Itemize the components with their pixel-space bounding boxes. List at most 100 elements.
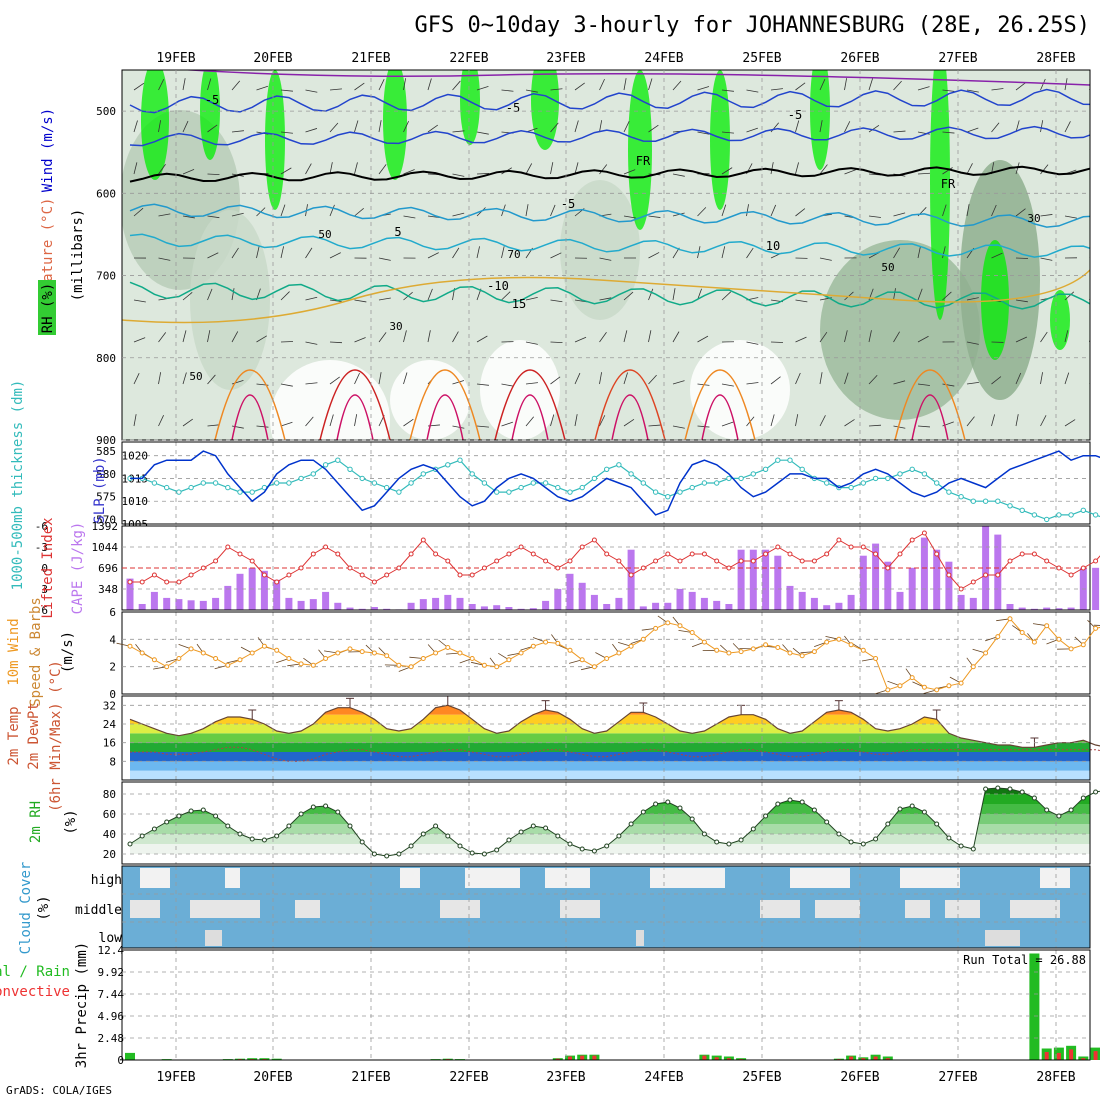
rh-point: [1031, 795, 1037, 801]
wind-barb: [1089, 425, 1090, 427]
wind-barb: [133, 120, 138, 133]
thickness-point: [457, 457, 463, 463]
thickness-point: [995, 498, 1001, 504]
wind-barb: [501, 383, 514, 387]
date-label-top: 24FEB: [644, 51, 683, 66]
cape-bar: [224, 585, 232, 610]
wind-barb: [1089, 382, 1090, 385]
wind-speed-point: [701, 639, 707, 645]
cape-bar: [273, 579, 281, 610]
cape-bar: [554, 588, 562, 610]
wind-barb: [158, 213, 171, 217]
li-point: [1080, 565, 1086, 571]
cape-tick: 348: [98, 583, 118, 596]
rh-point: [530, 823, 536, 829]
wind-speed-point: [176, 656, 182, 661]
isotherm-warm: [684, 369, 756, 440]
cloud-middle: [1010, 900, 1060, 918]
cape-bar: [1067, 607, 1075, 610]
wind-speed-point: [921, 684, 927, 690]
cape-bar: [1092, 567, 1100, 610]
wind-barb: [501, 291, 511, 301]
cloud-high: [225, 868, 240, 888]
wind-barb: [893, 425, 906, 429]
wind-barb: [917, 246, 921, 259]
wind-barb: [1040, 78, 1046, 91]
rh-band: [130, 804, 1090, 814]
wind-barb: [574, 414, 578, 427]
wind-barb: [550, 414, 555, 427]
rh-point: [335, 809, 341, 815]
pressure-tick: 500: [96, 105, 116, 118]
cape-bar: [896, 591, 904, 610]
cape-bar: [957, 594, 965, 610]
run-total-label: Run Total = 26.88: [963, 953, 1086, 967]
wind-barb: [378, 164, 387, 175]
cape-bar: [285, 597, 293, 610]
rh-point: [1068, 807, 1074, 813]
wind-barb: [917, 335, 929, 343]
wind-barb: [354, 372, 360, 385]
cape-bar: [590, 594, 598, 610]
rh-point: [518, 829, 524, 835]
li-point: [200, 565, 206, 571]
li-point: [591, 537, 597, 543]
thickness-point: [726, 475, 732, 482]
wind-barb: [427, 78, 432, 91]
wind-barb: [476, 246, 480, 259]
wind-barb: [721, 131, 734, 134]
rh-point: [213, 813, 219, 819]
wind-speed-point: [530, 643, 536, 649]
cape-bar: [627, 549, 635, 610]
cape-bar: [933, 549, 941, 610]
temp-band: [130, 705, 1090, 715]
thickness-point: [872, 475, 879, 482]
cloud-high-label: high: [91, 873, 122, 888]
rh-point: [200, 807, 206, 813]
wind-barb: [354, 162, 358, 175]
thickness-point: [494, 489, 500, 495]
rh-point: [237, 831, 243, 837]
cape-bar: [969, 597, 977, 610]
wind-barb: [182, 330, 187, 343]
rh-point: [640, 809, 646, 815]
li-point: [677, 558, 683, 564]
li-point: [543, 558, 549, 564]
cloud-middle-label: middle: [75, 903, 122, 918]
rh-point: [897, 806, 903, 812]
rh-moist-cell: [265, 70, 285, 210]
rh-point: [359, 839, 365, 845]
temp-band: [130, 705, 1090, 706]
thickness-point: [909, 466, 915, 472]
cape-bar: [762, 549, 770, 610]
wind10m-axis-label: 10m Wind: [6, 618, 22, 685]
thickness-point: [225, 484, 231, 491]
cape-bar: [199, 600, 207, 610]
wind-speed-point: [873, 656, 879, 661]
wind-barb: [599, 372, 603, 385]
wind-barb: [354, 414, 358, 427]
rh-point: [1056, 813, 1062, 819]
wind-speed-point: [885, 687, 891, 693]
wind-barb: [770, 376, 781, 385]
wind-barb: [329, 299, 342, 303]
wind-barb: [1015, 208, 1026, 217]
slp-tick: 1020: [122, 450, 149, 463]
wind-barb: [133, 207, 144, 217]
cape-bar: [1018, 607, 1026, 610]
wind-barb: [476, 131, 489, 135]
wind-barb: [942, 131, 955, 134]
wind-barb: [721, 421, 734, 427]
wind-barb: [795, 336, 807, 343]
wind-barb: [746, 341, 759, 345]
wind-speed-point: [604, 656, 610, 661]
thickness-point: [1044, 516, 1050, 523]
dewpt2m-axis-label: 2m DewPt: [26, 702, 42, 769]
li-point: [420, 537, 426, 543]
wind-barb: [721, 89, 734, 92]
li-point: [958, 586, 964, 592]
wind-barb: [844, 330, 848, 343]
wind-barb: [329, 88, 342, 91]
isotherm-warm: [894, 369, 966, 440]
wind-barb: [427, 124, 439, 133]
